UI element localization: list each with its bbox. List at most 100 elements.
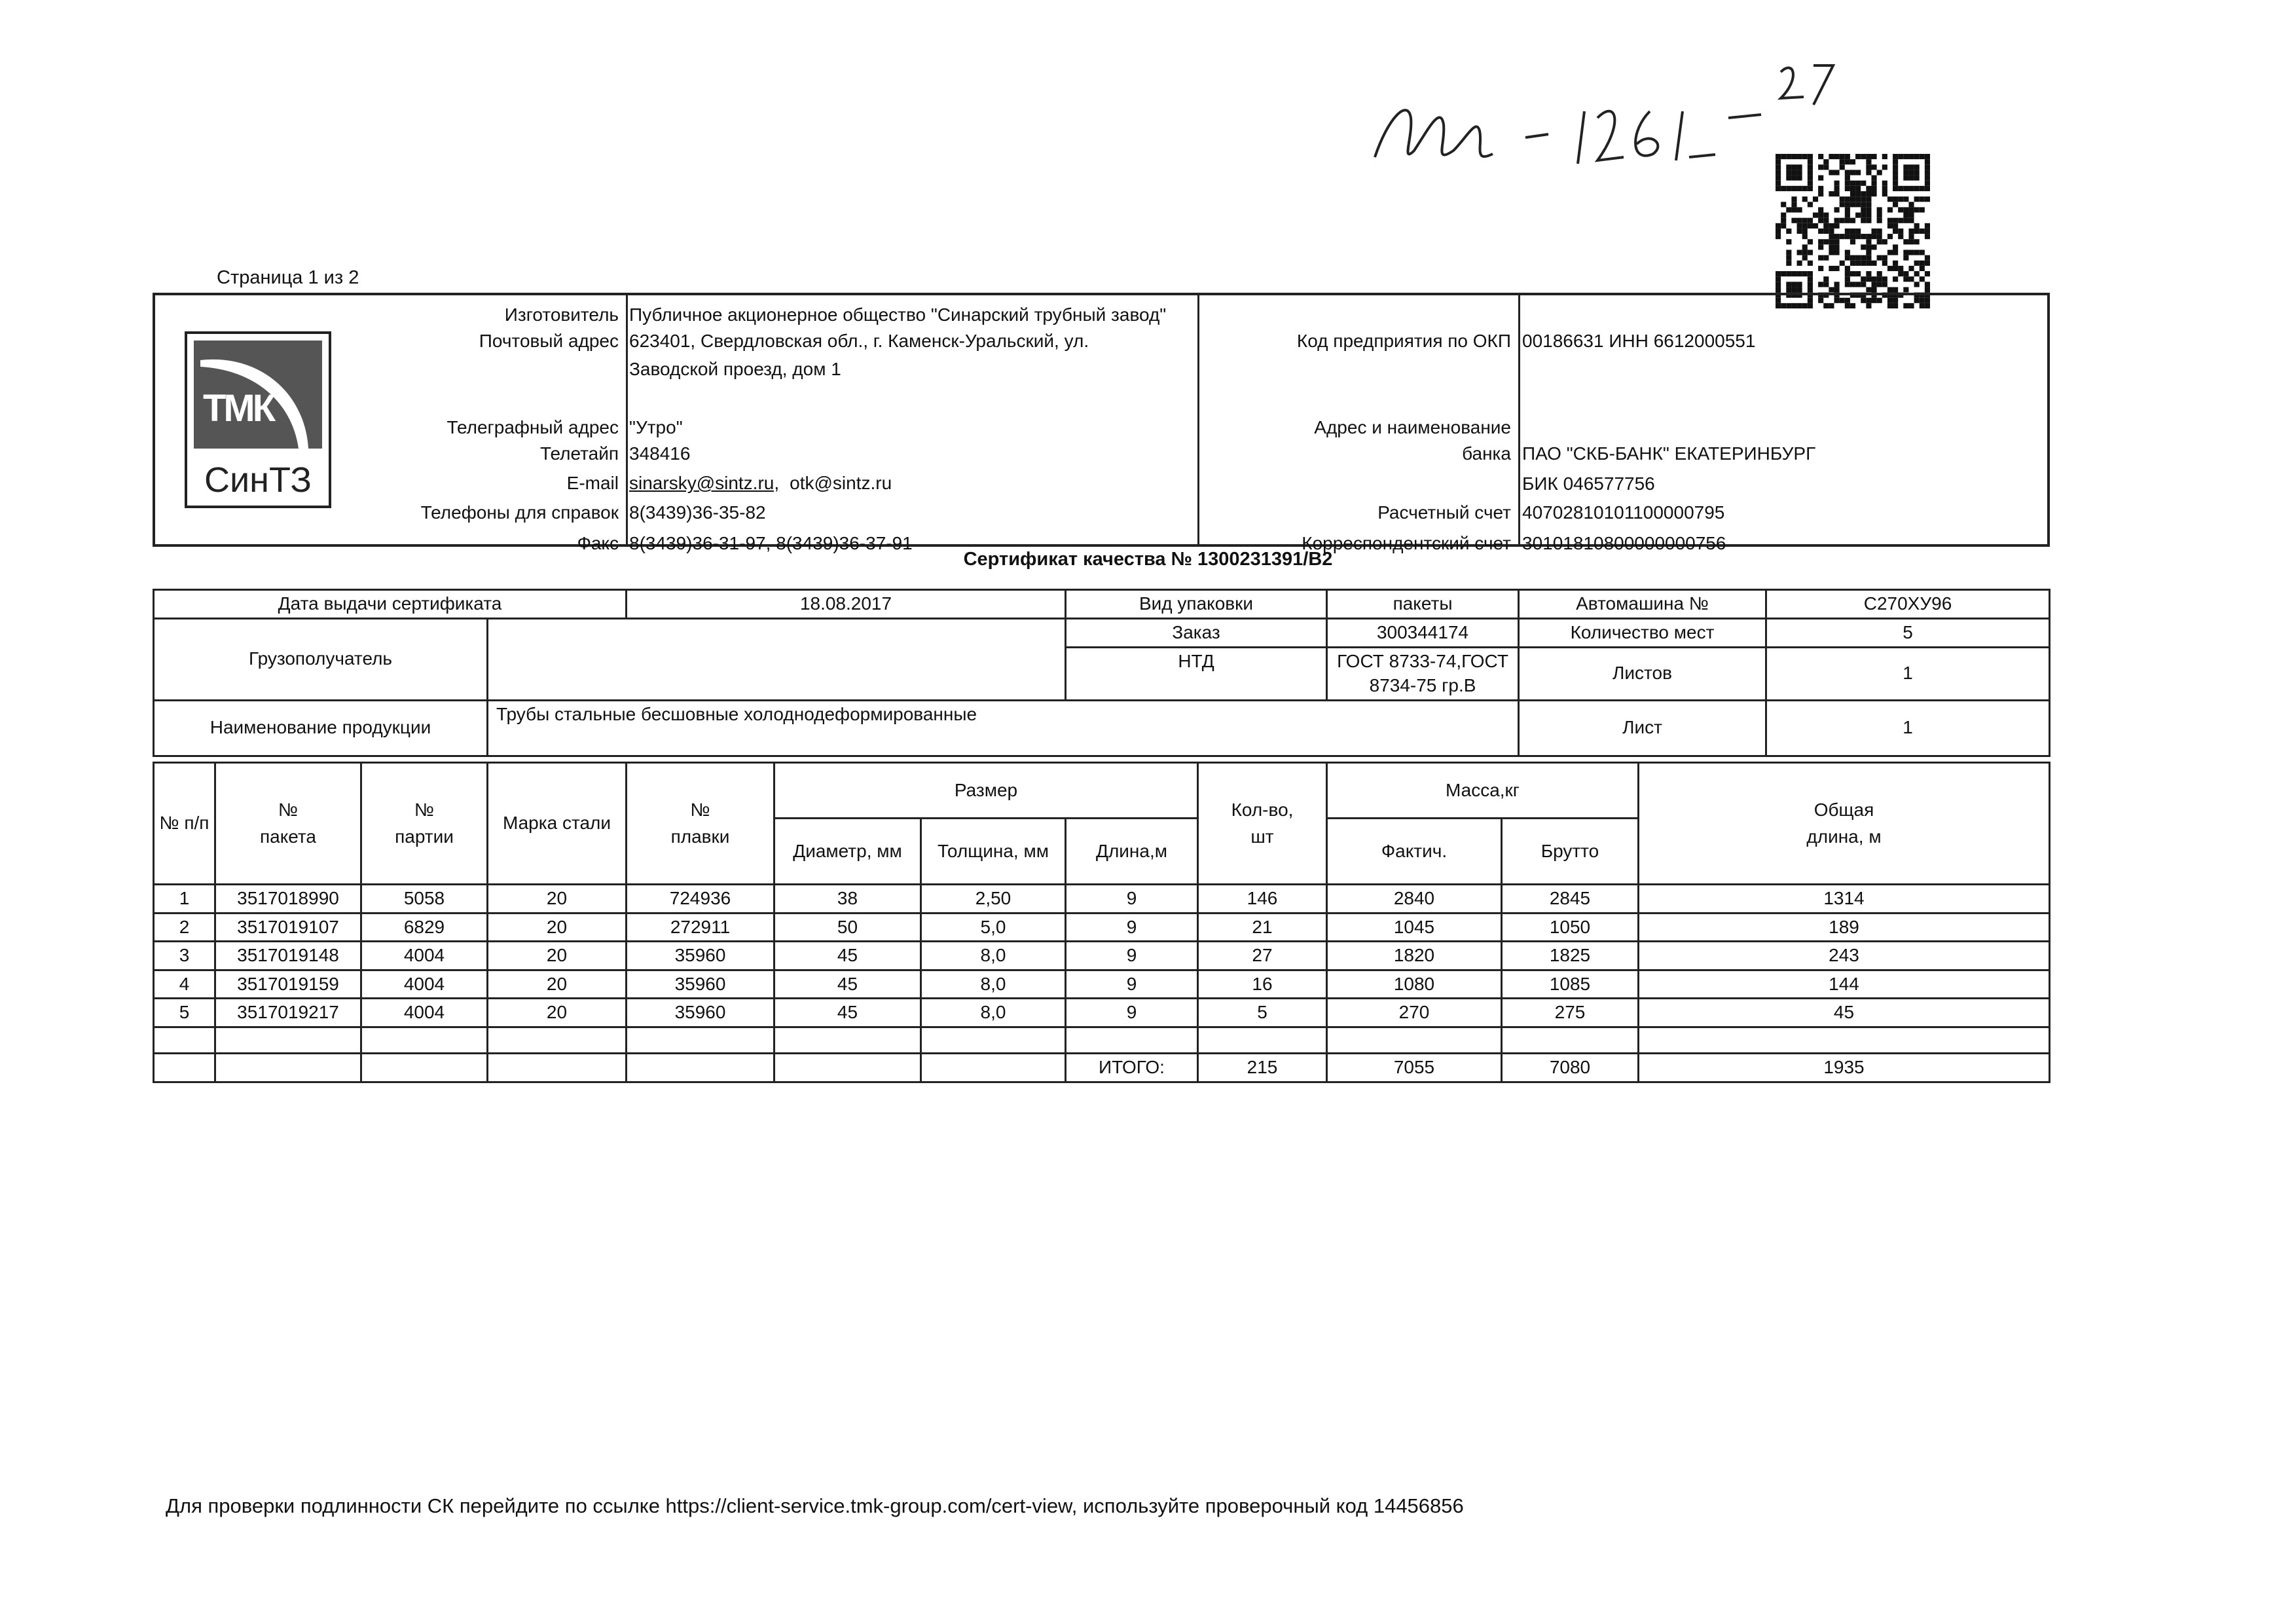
- sheets-label: Листов: [1518, 646, 1768, 701]
- page-label: Страница 1 из 2: [217, 267, 359, 288]
- table-cell: 4004: [360, 969, 488, 1000]
- table-cell: 270: [1326, 997, 1503, 1028]
- table-row: 4 3517019159 4004 20 35960 45 8,0 9 16 1080 1085 14…: [153, 969, 2050, 1000]
- table-cell: 9: [1065, 883, 1199, 914]
- table-cell: 5,0: [920, 912, 1066, 943]
- sheet: 1: [1765, 699, 2051, 757]
- manufacturer-header: Изготовитель Публичное акционерное общест…: [153, 293, 2050, 553]
- col-num: № п/п: [153, 762, 216, 885]
- table-cell: 189: [1637, 912, 2050, 943]
- table-cell: 20: [486, 997, 627, 1028]
- table-cell: 2: [153, 912, 216, 943]
- table-cell: 38: [773, 883, 922, 914]
- col-mass: Масса,кг: [1326, 762, 1639, 819]
- bank-value: 00186631 ИНН 6612000551: [1522, 331, 1756, 351]
- table-cell: 35960: [625, 969, 775, 1000]
- table-cell: 45: [773, 940, 922, 971]
- col-gross: Брутто: [1501, 817, 1639, 885]
- table-cell: 20: [486, 883, 627, 914]
- table-cell: 1820: [1326, 940, 1503, 971]
- table-cell: 20: [486, 969, 627, 1000]
- table-cell: 3517019148: [214, 940, 362, 971]
- issue-date: 18.08.2017: [625, 589, 1067, 619]
- table-cell: 9: [1065, 940, 1199, 971]
- table-cell: 275: [1501, 997, 1639, 1028]
- ntd: ГОСТ 8733-74,ГОСТ 8734-75 гр.В: [1326, 646, 1520, 701]
- table-row: 5 3517019217 4004 20 35960 45 8,0 9 5 270 275 45: [153, 997, 2050, 1028]
- total-qty: 215: [1197, 1052, 1328, 1083]
- ntd-label: НТД: [1065, 646, 1328, 701]
- bank-label: Расчетный счет: [1377, 502, 1511, 523]
- col-batch: № партии: [360, 762, 488, 885]
- table-cell: 4: [153, 969, 216, 1000]
- table-cell: 2845: [1501, 883, 1639, 914]
- col-diameter: Диаметр, мм: [773, 817, 922, 885]
- pipes-table: № п/п № пакета № партии Марка стали № пл…: [153, 762, 2050, 1083]
- col-size: Размер: [773, 762, 1199, 819]
- total-actual: 7055: [1326, 1052, 1503, 1083]
- table-cell: 45: [773, 969, 922, 1000]
- packaging: пакеты: [1326, 589, 1520, 619]
- table-cell: 16: [1197, 969, 1328, 1000]
- table-cell: 146: [1197, 883, 1328, 914]
- col-length: Длина,м: [1065, 817, 1199, 885]
- table-cell: 5: [1197, 997, 1328, 1028]
- bank-value: БИК 046577756: [1522, 473, 1655, 494]
- table-cell: 35960: [625, 997, 775, 1028]
- table-cell: 272911: [625, 912, 775, 943]
- bank-value: ПАО "СКБ-БАНК" ЕКАТЕРИНБУРГ: [1522, 443, 1816, 464]
- table-cell: 3517018990: [214, 883, 362, 914]
- total-length: 1935: [1637, 1052, 2050, 1083]
- table-cell: 3517019159: [214, 969, 362, 1000]
- col-heat: № плавки: [625, 762, 775, 885]
- header-value: 623401, Свердловская обл., г. Каменск-Ур…: [629, 331, 1089, 351]
- consignee-label: Грузополучатель: [153, 617, 488, 701]
- issue-date-label: Дата выдачи сертификата: [152, 589, 628, 619]
- table-cell: 8,0: [920, 969, 1066, 1000]
- table-cell: 724936: [625, 883, 775, 914]
- email-link[interactable]: sinarsky@sintz.ru,: [629, 473, 780, 493]
- table-cell: 3: [153, 940, 216, 971]
- bank-label: Код предприятия по ОКП: [1296, 331, 1511, 351]
- header-value: Заводской проезд, дом 1: [629, 359, 841, 379]
- table-cell: 1825: [1501, 940, 1639, 971]
- table-cell: 1314: [1637, 883, 2050, 914]
- table-cell: 20: [486, 912, 627, 943]
- table-cell: 1085: [1501, 969, 1639, 1000]
- col-qty: Кол-во, шт: [1197, 762, 1328, 885]
- table-cell: 8,0: [920, 997, 1066, 1028]
- col-actual: Фактич.: [1326, 817, 1503, 885]
- table-cell: 35960: [625, 940, 775, 971]
- product-name: Трубы стальные бесшовные холоднодеформир…: [486, 699, 1520, 757]
- packaging-label: Вид упаковки: [1065, 589, 1328, 619]
- header-value: "Утро": [629, 417, 683, 437]
- table-cell: 6829: [360, 912, 488, 943]
- header-value: 8(3439)36-35-82: [629, 502, 766, 523]
- header-label: Почтовый адрес: [479, 331, 619, 351]
- header-value: 8(3439)36-31-97, 8(3439)36-37-91: [629, 533, 913, 553]
- places: 5: [1765, 617, 2051, 648]
- email-value-2: otk@sintz.ru: [790, 473, 892, 493]
- table-row: 2 3517019107 6829 20 272911 50 5,0 9 21 1045 1050 1…: [153, 912, 2050, 943]
- email-values: sinarsky@sintz.ru, otk@sintz.ru: [629, 473, 892, 494]
- bank-label: Корреспондентский счет: [1302, 533, 1511, 553]
- verification-note: Для проверки подлинности СК перейдите по…: [166, 1494, 1464, 1517]
- order-label: Заказ: [1065, 617, 1328, 648]
- col-steel: Марка стали: [486, 762, 627, 885]
- bank-value: 30101810800000000756: [1522, 533, 1726, 553]
- table-cell: 3517019107: [214, 912, 362, 943]
- table-cell: 8,0: [920, 940, 1066, 971]
- header-label: Изготовитель: [504, 304, 619, 325]
- col-thickness: Толщина, мм: [920, 817, 1066, 885]
- header-label: Факс: [577, 533, 619, 553]
- certificate-title: Сертификат качества № 1300231391/B2: [963, 549, 1333, 570]
- table-cell: 45: [773, 997, 922, 1028]
- table-cell: 1045: [1326, 912, 1503, 943]
- company-logo: ТМК СинТЗ: [185, 331, 331, 508]
- shipment-info-table: Дата выдачи сертификата 18.08.2017 Вид у…: [152, 589, 2051, 757]
- table-cell: 20: [486, 940, 627, 971]
- bank-label: Адрес и наименование: [1314, 417, 1511, 437]
- table-cell: 27: [1197, 940, 1328, 971]
- table-cell: 1: [153, 883, 216, 914]
- qr-code: [1776, 154, 1930, 308]
